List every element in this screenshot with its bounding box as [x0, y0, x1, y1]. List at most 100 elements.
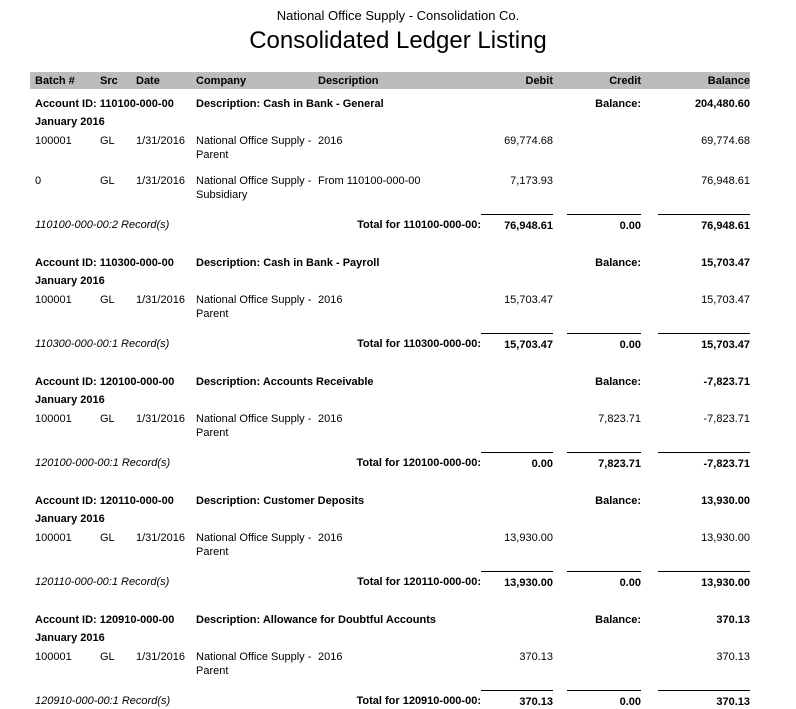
- cell-debit: 7,173.93: [510, 175, 553, 187]
- account-totals-row: 110100-000-00:2 Record(s) Total for 1101…: [30, 214, 750, 233]
- cell-company: National Office Supply - Parent: [196, 294, 312, 320]
- total-balance: 370.13: [658, 690, 750, 709]
- account-totals-row: 120100-000-00:1 Record(s) Total for 1201…: [30, 452, 750, 471]
- account-rows: 100001 GL 1/31/2016 National Office Supp…: [30, 293, 750, 321]
- total-debit: 13,930.00: [481, 571, 553, 590]
- account-description-label: Description:: [196, 495, 261, 507]
- cell-src: GL: [100, 175, 115, 187]
- total-for-label: Total for 120910-000-00:: [356, 695, 481, 707]
- account-header-row: Account ID: 120910-000-00 Description: A…: [30, 612, 750, 628]
- records-count: 110300-000-00:1 Record(s): [35, 338, 170, 350]
- total-credit: 0.00: [567, 571, 641, 590]
- account-description: Description: Allowance for Doubtful Acco…: [191, 612, 481, 628]
- cell-src: GL: [100, 651, 115, 663]
- cell-date: 1/31/2016: [136, 175, 185, 187]
- account-balance-label: Balance:: [595, 257, 641, 269]
- account-balance-label: Balance:: [595, 614, 641, 626]
- col-header-src: Src: [100, 74, 118, 87]
- cell-src: GL: [100, 294, 115, 306]
- cell-balance: 76,948.61: [701, 175, 750, 187]
- cell-company: National Office Supply - Parent: [196, 532, 312, 558]
- period-label: January 2016: [35, 116, 105, 128]
- col-header-date: Date: [136, 74, 160, 87]
- account-section: Account ID: 120910-000-00 Description: A…: [30, 612, 750, 709]
- cell-balance: 370.13: [716, 651, 750, 663]
- account-id: Account ID: 120110-000-00: [30, 493, 191, 509]
- total-for-label: Total for 110300-000-00:: [357, 338, 481, 350]
- cell-date: 1/31/2016: [136, 532, 185, 544]
- cell-src: GL: [100, 135, 115, 147]
- total-credit: 0.00: [567, 333, 641, 352]
- cell-date: 1/31/2016: [136, 135, 185, 147]
- account-id-label: Account ID:: [35, 495, 97, 507]
- accounts-list: Account ID: 110100-000-00 Description: C…: [30, 96, 750, 709]
- account-id-value: 120910-000-00: [99, 614, 175, 626]
- total-balance: 13,930.00: [658, 571, 750, 590]
- account-balance-label: Balance:: [595, 495, 641, 507]
- total-credit: 7,823.71: [567, 452, 641, 471]
- account-description-label: Description:: [196, 257, 261, 269]
- cell-src: GL: [100, 413, 115, 425]
- ledger-row: 100001 GL 1/31/2016 National Office Supp…: [30, 531, 750, 559]
- total-for-label: Total for 110100-000-00:: [357, 219, 481, 231]
- cell-date: 1/31/2016: [136, 651, 185, 663]
- account-description: Description: Customer Deposits: [191, 493, 481, 509]
- cell-batch: 100001: [35, 135, 72, 147]
- account-rows: 100001 GL 1/31/2016 National Office Supp…: [30, 531, 750, 559]
- total-balance: -7,823.71: [658, 452, 750, 471]
- account-id: Account ID: 110300-000-00: [30, 255, 191, 271]
- total-credit: 0.00: [567, 214, 641, 233]
- col-header-company: Company: [196, 74, 247, 87]
- cell-debit: 69,774.68: [504, 135, 553, 147]
- account-balance-value: 370.13: [716, 614, 750, 626]
- cell-balance: 69,774.68: [701, 135, 750, 147]
- account-description-value: Customer Deposits: [263, 495, 365, 507]
- cell-batch: 0: [35, 175, 42, 187]
- total-for-label: Total for 120110-000-00:: [357, 576, 481, 588]
- cell-debit: 13,930.00: [504, 532, 553, 544]
- account-totals-row: 110300-000-00:1 Record(s) Total for 1103…: [30, 333, 750, 352]
- account-id-value: 120110-000-00: [99, 495, 174, 507]
- records-count: 110100-000-00:2 Record(s): [35, 219, 170, 231]
- account-description-value: Cash in Bank - Payroll: [263, 257, 380, 269]
- account-description: Description: Cash in Bank - Payroll: [191, 255, 481, 271]
- account-description-value: Accounts Receivable: [262, 376, 374, 388]
- account-id-label: Account ID:: [35, 376, 97, 388]
- page-title: Consolidated Ledger Listing: [249, 27, 547, 54]
- account-rows: 100001 GL 1/31/2016 National Office Supp…: [30, 412, 750, 440]
- cell-company: National Office Supply - Parent: [196, 413, 312, 439]
- account-header-row: Account ID: 110100-000-00 Description: C…: [30, 96, 750, 112]
- account-description-value: Allowance for Doubtful Accounts: [262, 614, 436, 626]
- account-totals-row: 120910-000-00:1 Record(s) Total for 1209…: [30, 690, 750, 709]
- cell-batch: 100001: [35, 294, 72, 306]
- table-header-row: Batch # Src Date Company Description Deb…: [30, 72, 750, 89]
- account-description-label: Description:: [196, 98, 261, 110]
- cell-batch: 100001: [35, 413, 72, 425]
- cell-date: 1/31/2016: [136, 413, 185, 425]
- account-id-label: Account ID:: [35, 98, 97, 110]
- records-count: 120100-000-00:1 Record(s): [35, 457, 171, 469]
- cell-description: 2016: [318, 135, 343, 147]
- account-header-row: Account ID: 120100-000-00 Description: A…: [30, 374, 750, 390]
- cell-company: National Office Supply - Subsidiary: [196, 175, 312, 201]
- account-id: Account ID: 110100-000-00: [30, 96, 191, 112]
- ledger-row: 100001 GL 1/31/2016 National Office Supp…: [30, 650, 750, 678]
- total-debit: 370.13: [481, 690, 553, 709]
- total-debit: 0.00: [481, 452, 553, 471]
- ledger-row: 100001 GL 1/31/2016 National Office Supp…: [30, 134, 750, 162]
- cell-description: 2016: [318, 294, 343, 306]
- cell-company: National Office Supply - Parent: [196, 651, 312, 677]
- report-header: National Office Supply - Consolidation C…: [0, 0, 796, 56]
- account-balance-value: 13,930.00: [701, 495, 750, 507]
- account-description-label: Description:: [196, 614, 261, 626]
- cell-src: GL: [100, 532, 115, 544]
- ledger-row: 100001 GL 1/31/2016 National Office Supp…: [30, 293, 750, 321]
- cell-date: 1/31/2016: [136, 294, 185, 306]
- account-section: Account ID: 110100-000-00 Description: C…: [30, 96, 750, 233]
- total-balance: 15,703.47: [658, 333, 750, 352]
- account-section: Account ID: 120100-000-00 Description: A…: [30, 374, 750, 471]
- col-header-balance: Balance: [707, 74, 750, 87]
- cell-batch: 100001: [35, 532, 72, 544]
- account-header-row: Account ID: 110300-000-00 Description: C…: [30, 255, 750, 271]
- account-balance-value: 204,480.60: [694, 98, 750, 110]
